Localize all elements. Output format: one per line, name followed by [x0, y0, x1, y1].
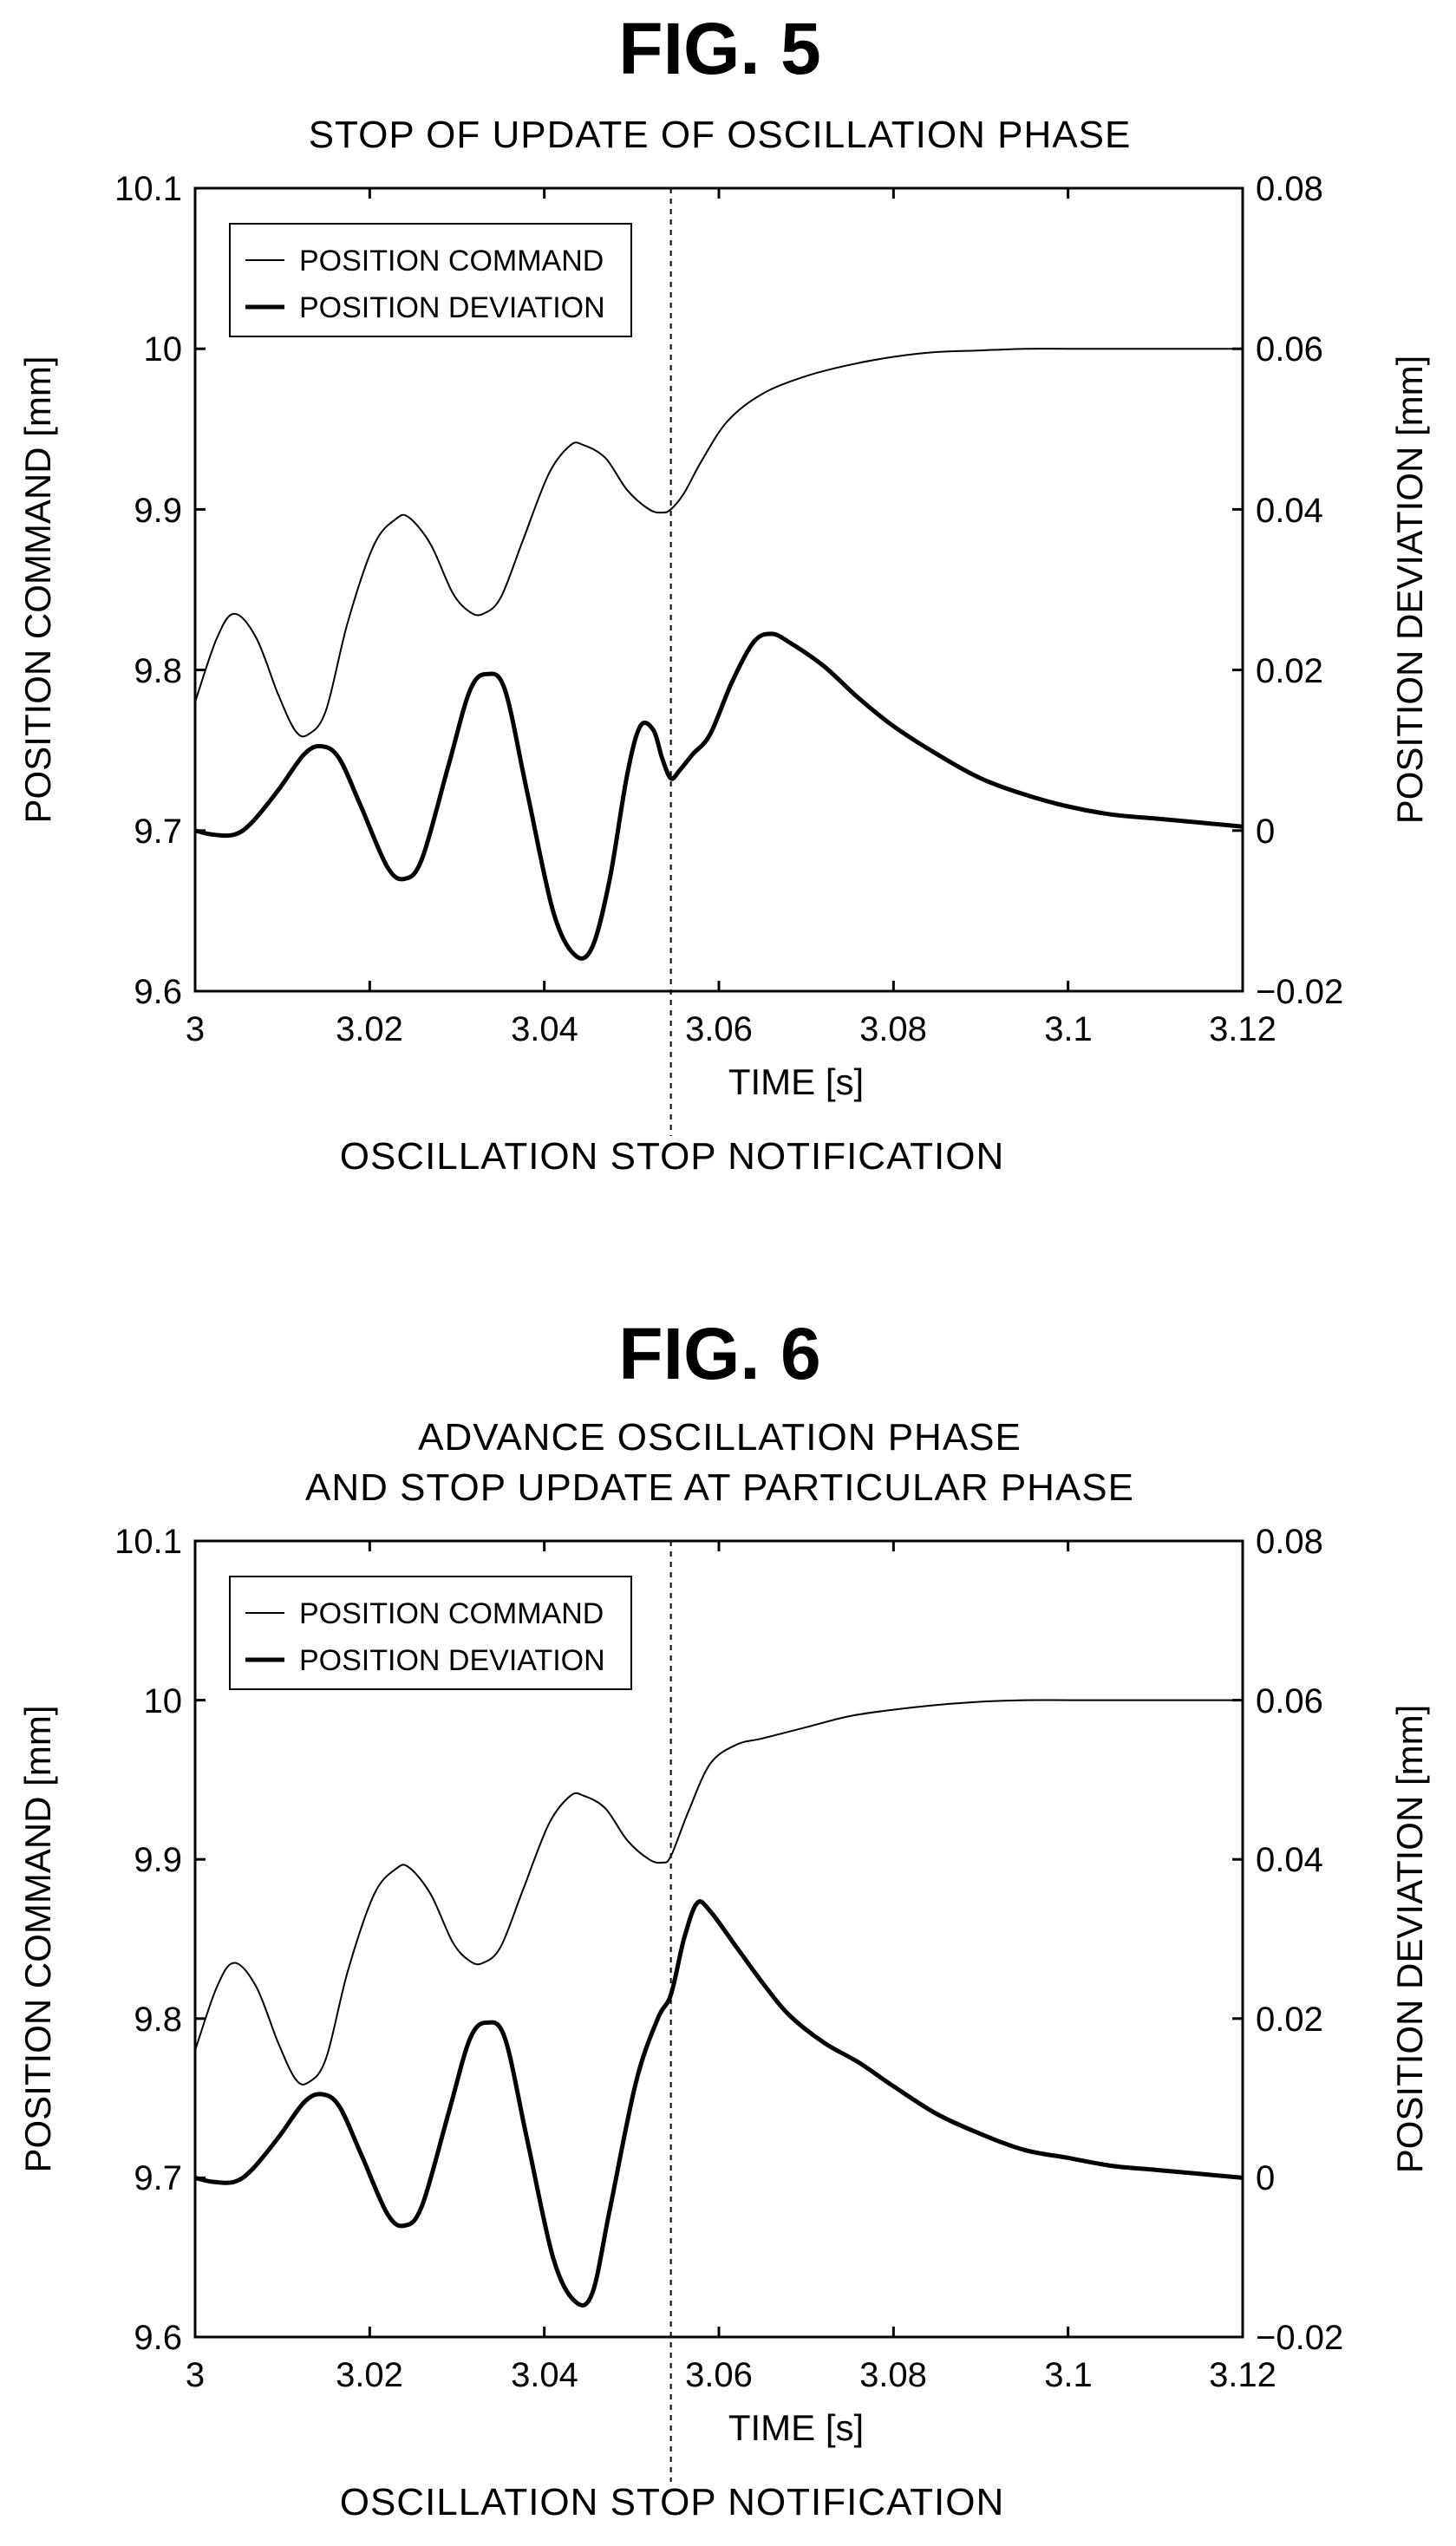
y-tick-label: 10.1 — [114, 1523, 182, 1561]
x-axis-label: TIME [s] — [728, 1061, 864, 1102]
y-tick-labels-left: 9.6 9.7 9.8 9.9 10 10.1 — [114, 170, 182, 1011]
y-axis-label: POSITION COMMAND [mm] — [17, 356, 58, 824]
y2-tick-label: 0.06 — [1256, 330, 1323, 369]
x-axis-label: TIME [s] — [728, 2407, 864, 2448]
y-tick-label: 9.9 — [134, 492, 182, 530]
x-tick-label: 3.04 — [511, 1010, 578, 1048]
y2-tick-label: 0.08 — [1256, 1523, 1323, 1561]
y-tick-label: 9.7 — [134, 813, 182, 851]
y-tick-label: 10 — [144, 1682, 183, 1720]
figure-5: FIG. 5 STOP OF UPDATE OF OSCILLATION PHA… — [17, 8, 1430, 1178]
x-tick-label: 3.08 — [859, 2356, 927, 2394]
x-tick-label: 3.12 — [1209, 2356, 1276, 2394]
legend-label-deviation: POSITION DEVIATION — [299, 1644, 605, 1677]
x-tick-labels: 3 3.02 3.04 3.06 3.08 3.1 3.12 — [186, 2356, 1276, 2394]
y-tick-label: 9.6 — [134, 2319, 182, 2357]
y-tick-label: 9.6 — [134, 973, 182, 1011]
y2-tick-label: 0.06 — [1256, 1682, 1323, 1720]
x-tick-label: 3.12 — [1209, 1010, 1276, 1048]
x-tick-label: 3.02 — [336, 2356, 403, 2394]
y-tick-labels-left: 9.6 9.7 9.8 9.9 10 10.1 — [114, 1523, 182, 2357]
legend: POSITION COMMAND POSITION DEVIATION — [229, 223, 632, 337]
legend-label-command: POSITION COMMAND — [299, 1597, 604, 1630]
series-line-position-deviation — [194, 631, 1244, 961]
legend-label-command: POSITION COMMAND — [299, 245, 604, 277]
y2-tick-label: 0 — [1256, 813, 1275, 851]
chart-title: STOP OF UPDATE OF OSCILLATION PHASE — [309, 114, 1132, 156]
annotation-oscillation-stop: OSCILLATION STOP NOTIFICATION — [340, 2481, 1005, 2523]
y-tick-label: 9.9 — [134, 1841, 182, 1879]
y2-tick-label: −0.02 — [1256, 973, 1343, 1011]
x-tick-label: 3 — [186, 1010, 205, 1048]
y-tick-label: 9.8 — [134, 2001, 182, 2039]
legend-box — [229, 1576, 632, 1690]
y2-tick-label: 0.02 — [1256, 652, 1323, 690]
y2-tick-label: 0.08 — [1256, 170, 1323, 208]
figure-label: FIG. 6 — [618, 1313, 820, 1394]
y-tick-labels-right: −0.02 0 0.02 0.04 0.06 0.08 — [1256, 170, 1343, 1011]
series-line-position-command — [194, 348, 1243, 738]
y-tick-label: 10.1 — [114, 170, 182, 208]
y-tick-labels-right: −0.02 0 0.02 0.04 0.06 0.08 — [1256, 1523, 1343, 2357]
x-tick-label: 3.1 — [1044, 1010, 1093, 1048]
x-tick-label: 3.1 — [1044, 2356, 1093, 2394]
plot-area — [193, 186, 1244, 1136]
y-tick-label: 9.7 — [134, 2159, 182, 2197]
x-tick-label: 3.08 — [859, 1010, 927, 1048]
figure-label: FIG. 5 — [618, 8, 820, 89]
y2-tick-label: −0.02 — [1256, 2319, 1343, 2357]
y2-tick-label: 0.04 — [1256, 1841, 1323, 1879]
y2-tick-label: 0.04 — [1256, 492, 1323, 530]
legend: POSITION COMMAND POSITION DEVIATION — [229, 1576, 632, 1690]
y-axis-label: POSITION COMMAND [mm] — [17, 1706, 58, 2173]
y-tick-label: 10 — [144, 330, 183, 369]
x-tick-label: 3 — [186, 2356, 205, 2394]
plot-area — [193, 1539, 1244, 2482]
y2-tick-label: 0.02 — [1256, 2001, 1323, 2039]
figure-6: FIG. 6 ADVANCE OSCILLATION PHASE AND STO… — [17, 1313, 1430, 2523]
chart-title-line2: AND STOP UPDATE AT PARTICULAR PHASE — [305, 1466, 1134, 1509]
annotation-oscillation-stop: OSCILLATION STOP NOTIFICATION — [340, 1135, 1005, 1178]
series-line-position-command — [194, 1699, 1244, 2086]
y2-axis-label: POSITION DEVIATION [mm] — [1389, 356, 1430, 825]
x-tick-label: 3.06 — [685, 1010, 753, 1048]
y-tick-label: 9.8 — [134, 652, 182, 690]
legend-label-deviation: POSITION DEVIATION — [299, 291, 605, 324]
x-tick-label: 3.02 — [336, 1010, 403, 1048]
chart-title: ADVANCE OSCILLATION PHASE — [418, 1416, 1022, 1459]
x-tick-label: 3.04 — [511, 2356, 578, 2394]
x-tick-label: 3.06 — [685, 2356, 753, 2394]
x-tick-labels: 3 3.02 3.04 3.06 3.08 3.1 3.12 — [186, 1010, 1276, 1048]
y2-axis-label: POSITION DEVIATION [mm] — [1389, 1705, 1430, 2174]
series-line-position-deviation — [194, 1899, 1244, 2308]
y2-tick-label: 0 — [1256, 2159, 1275, 2197]
legend-box — [229, 223, 632, 337]
